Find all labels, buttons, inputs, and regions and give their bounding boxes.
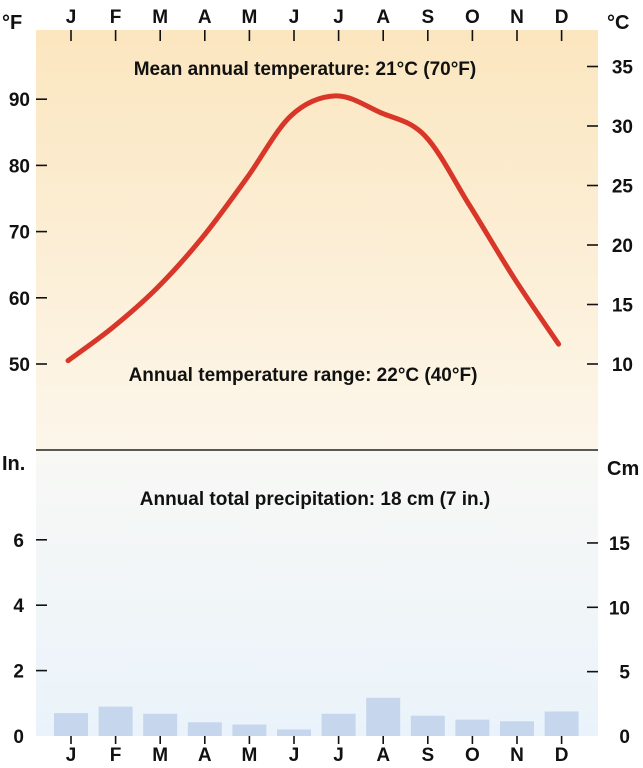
temp-right-tick-label: 20 — [612, 236, 633, 257]
bottom-month-label: J — [333, 745, 344, 766]
precipitation-bars — [54, 697, 579, 736]
temp-left-tick-label: 60 — [9, 289, 30, 310]
precip-right-tick-label: 10 — [609, 598, 630, 619]
top-month-label: J — [66, 7, 77, 28]
precipitation-panel-background — [36, 450, 598, 736]
bottom-month-label: O — [465, 745, 480, 766]
precipitation-bar — [143, 713, 178, 736]
bottom-month-label: F — [110, 745, 122, 766]
temp-left-axis-unit: °F — [2, 12, 22, 34]
precip-right-tick-label: 0 — [619, 727, 630, 748]
temp-left-axis: 50 60 70 80 90 — [9, 90, 47, 376]
precipitation-bar — [232, 724, 267, 736]
bottom-month-label: D — [555, 745, 569, 766]
top-month-label: A — [376, 7, 390, 28]
temp-left-tick-label: 90 — [9, 90, 30, 111]
temp-left-tick-label: 50 — [9, 355, 30, 376]
precip-right-tick-label: 5 — [619, 663, 630, 684]
temp-right-tick-label: 35 — [612, 58, 634, 79]
top-month-label: D — [555, 7, 569, 28]
precip-left-tick-label: 4 — [13, 596, 24, 617]
precip-left-axis: 0 2 4 6 — [13, 531, 47, 748]
precip-right-tick-label: 15 — [609, 534, 631, 555]
top-month-label: M — [241, 7, 257, 28]
bottom-month-label: J — [66, 745, 77, 766]
temp-right-axis-unit: °C — [607, 12, 629, 34]
temp-right-axis: 10 15 20 25 30 35 — [587, 58, 634, 376]
precipitation-bar — [98, 706, 133, 736]
top-month-label: O — [465, 7, 480, 28]
precipitation-bar — [321, 713, 356, 736]
precipitation-bar — [277, 729, 311, 736]
precip-left-tick-label: 2 — [13, 662, 24, 683]
mean-temperature-annotation: Mean annual temperature: 21°C (70°F) — [134, 59, 477, 80]
precipitation-bar — [455, 719, 490, 736]
temperature-series-line — [65, 93, 562, 364]
top-month-label: N — [510, 7, 524, 28]
precipitation-bar — [187, 722, 222, 736]
temp-right-tick-label: 25 — [612, 177, 634, 198]
top-month-label: A — [198, 7, 212, 28]
bottom-month-label: A — [376, 745, 390, 766]
precipitation-bar — [500, 721, 534, 736]
top-month-label: J — [289, 7, 300, 28]
precip-right-axis-unit: Cm — [607, 458, 639, 480]
precipitation-bar — [54, 713, 88, 736]
precip-right-axis: 0 5 10 15 — [587, 534, 630, 748]
precipitation-bar — [410, 715, 445, 736]
top-month-label: J — [333, 7, 344, 28]
precip-left-tick-label: 0 — [13, 727, 24, 748]
top-month-label: M — [152, 7, 168, 28]
bottom-month-label: M — [152, 745, 168, 766]
temperature-range-annotation: Annual temperature range: 22°C (40°F) — [129, 365, 478, 386]
precip-left-tick-label: 6 — [13, 531, 24, 552]
bottom-month-label: S — [421, 745, 434, 766]
temp-right-tick-label: 10 — [612, 355, 633, 376]
precipitation-bar — [544, 711, 579, 736]
bottom-month-label: A — [198, 745, 212, 766]
temp-right-tick-label: 30 — [612, 117, 633, 138]
temp-left-tick-label: 70 — [9, 223, 30, 244]
temp-right-tick-label: 15 — [612, 296, 634, 317]
bottom-month-label: M — [241, 745, 257, 766]
temperature-panel-background — [36, 30, 598, 450]
precipitation-bar — [366, 697, 401, 736]
precip-left-axis-unit: In. — [2, 453, 25, 475]
temp-left-tick-label: 80 — [9, 156, 30, 177]
top-month-label: S — [421, 7, 434, 28]
top-month-label: F — [110, 7, 122, 28]
bottom-month-label: N — [510, 745, 524, 766]
bottom-month-label: J — [289, 745, 300, 766]
total-precipitation-annotation: Annual total precipitation: 18 cm (7 in.… — [140, 489, 490, 510]
